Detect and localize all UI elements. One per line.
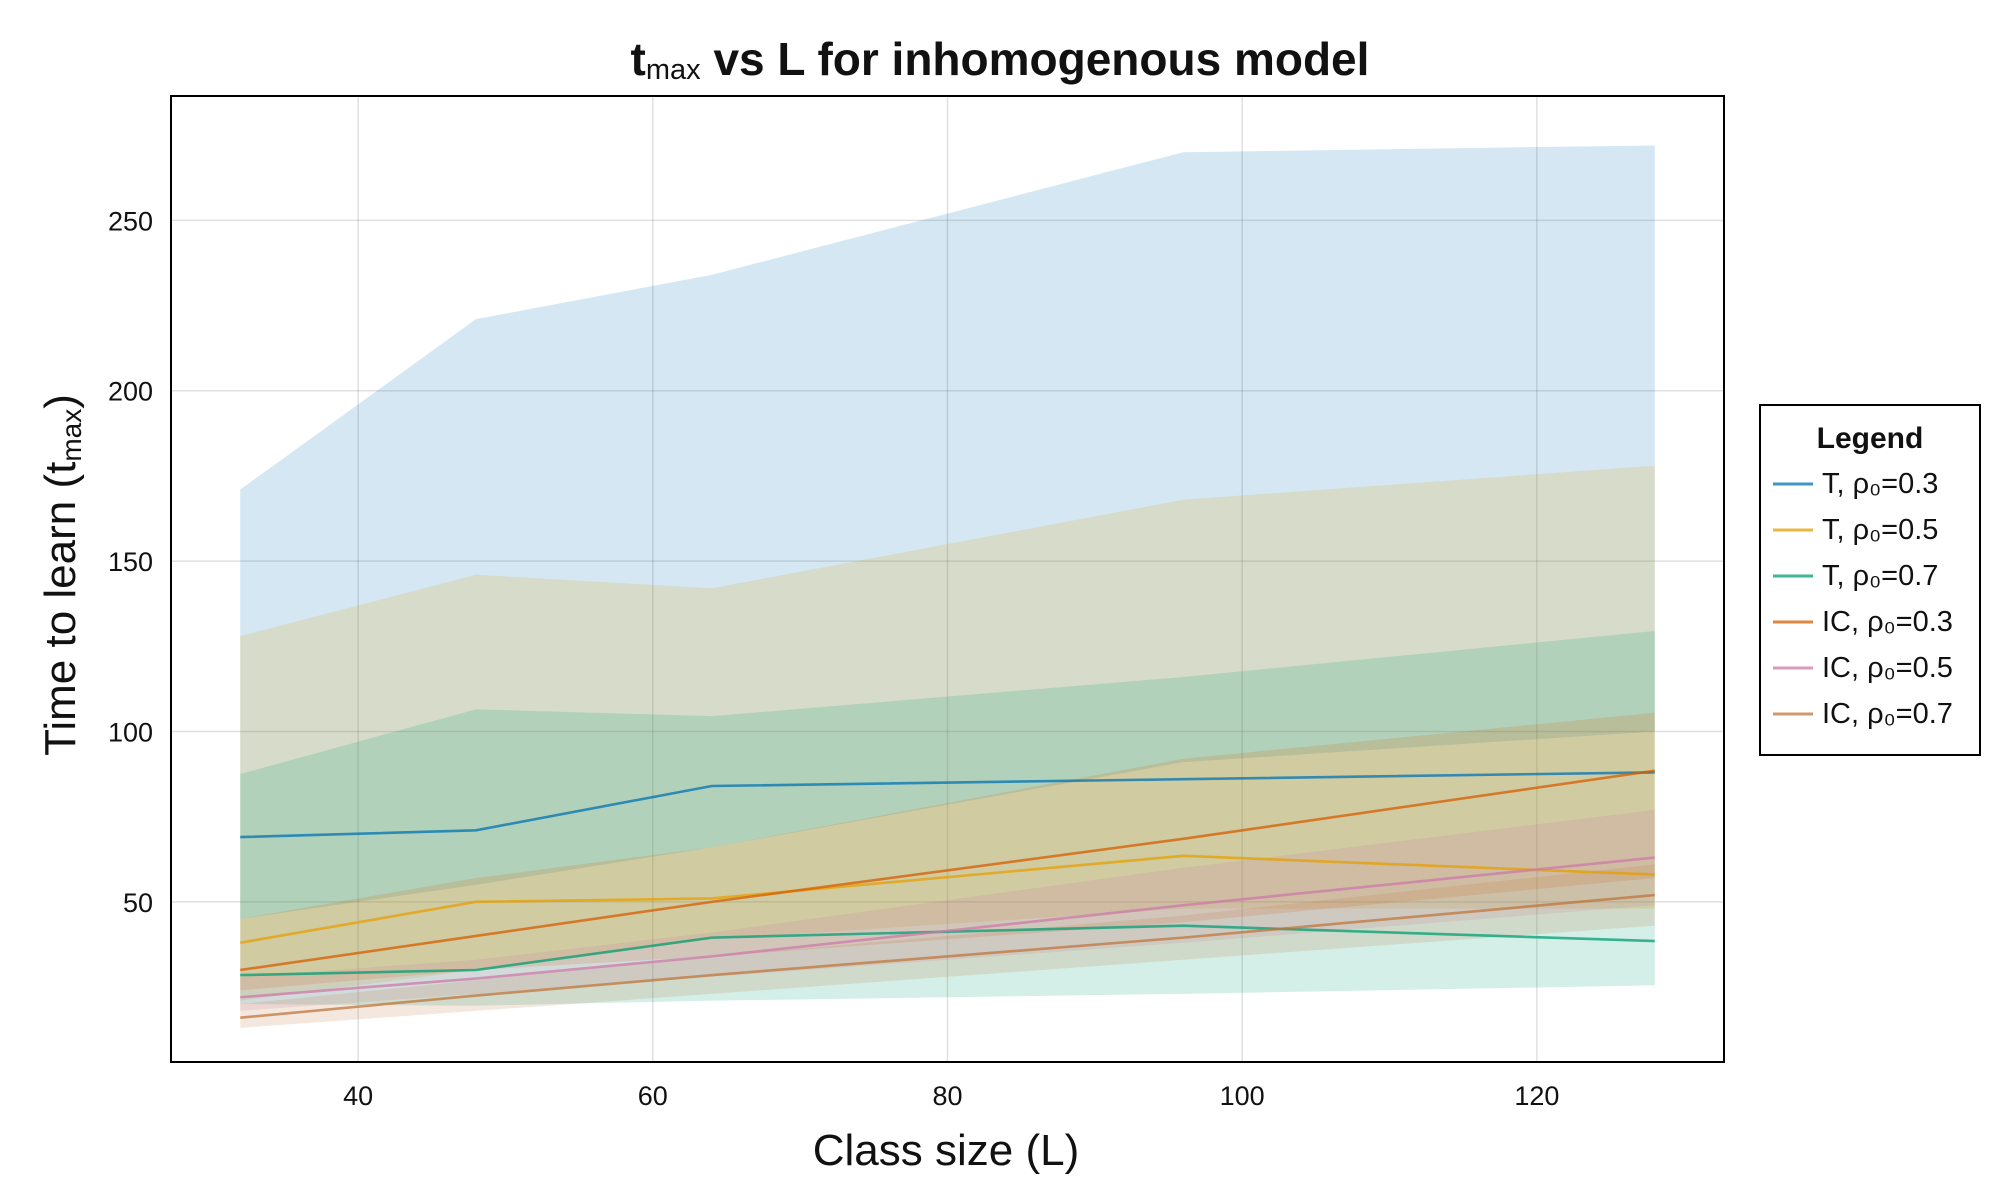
y-axis-title: Time to learn (tmax) [36,394,87,756]
chart-title-rest: vs L for inhomogenous model [701,33,1370,85]
legend-label: T, ρ₀=0.7 [1822,560,1938,592]
x-tick-label: 60 [638,1081,668,1111]
x-tick-label: 100 [1220,1081,1265,1111]
band-series-2 [240,465,1655,1001]
y-tick-label: 200 [108,377,153,407]
x-axis-title: Class size (L) [813,1126,1080,1175]
y-tick-label: 100 [108,717,153,747]
band-series-3 [240,630,1655,1006]
legend-box [1759,404,1981,756]
legend: Legend T, ρ₀=0.3 T, ρ₀=0.5 T, ρ₀=0.7 IC, ρ₀… [1759,404,1981,756]
line-series-4 [240,769,1655,972]
legend-label: IC, ρ₀=0.3 [1822,606,1953,638]
legend-label: IC, ρ₀=0.7 [1822,698,1953,730]
band-series-1 [240,145,1655,919]
x-tick-label: 80 [932,1081,962,1111]
plot-area-frame [170,95,1725,1063]
line-series-2 [240,854,1655,945]
y-tick-label: 50 [123,888,153,918]
confidence-bands [240,145,1655,1028]
x-tick-label: 120 [1514,1081,1559,1111]
y-axis-title-subscript: max [56,409,87,462]
chart-title: tmax vs L for inhomogenous model [631,33,1370,86]
line-series-5 [240,856,1655,999]
y-axis-title-main: Time to learn (t [36,462,85,756]
x-axis-ticks: 40 60 80 100 120 [343,1081,1559,1111]
x-tick-label: 40 [343,1081,373,1111]
legend-items: T, ρ₀=0.3 T, ρ₀=0.5 T, ρ₀=0.7 IC, ρ₀=0.3 IC,… [1773,468,1953,730]
legend-label: T, ρ₀=0.3 [1822,468,1938,500]
grid-lines [171,96,1724,1062]
y-tick-label: 150 [108,547,153,577]
chart-title-subscript: max [646,54,701,86]
line-series-6 [240,893,1655,1019]
band-series-4 [240,712,1655,991]
chart-title-main: t [631,33,646,85]
line-series-3 [240,924,1655,977]
y-tick-label: 250 [108,206,153,236]
series-lines [240,769,1655,1019]
legend-label: IC, ρ₀=0.5 [1822,652,1953,684]
legend-title: Legend [1817,422,1924,455]
legend-label: T, ρ₀=0.5 [1822,514,1938,546]
band-series-6 [240,864,1655,1028]
y-axis-ticks: 50 100 150 200 250 [108,206,153,917]
line-series-1 [240,771,1655,839]
y-axis-title-end: ) [36,394,85,409]
